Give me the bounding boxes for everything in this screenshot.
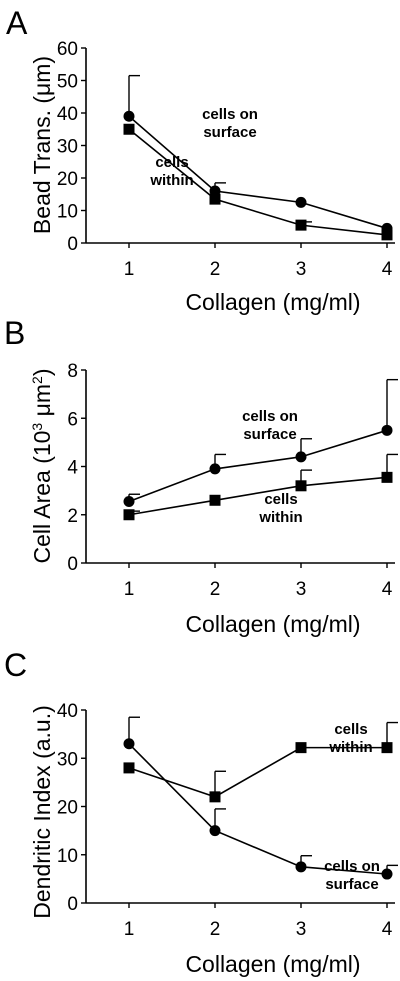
- panel-b-surface-annotation-line: cells on: [242, 408, 298, 425]
- panel-c-within-annotation-line: within: [328, 739, 372, 756]
- panel-a-y-tick-label: 50: [57, 72, 78, 93]
- panel-c-y-tick-label: 20: [57, 798, 78, 819]
- panel-a-within-point: [295, 219, 307, 231]
- panel-a-y-tick-label: 40: [57, 104, 78, 125]
- panel-b-surface-line: [128, 429, 388, 503]
- panel-b: B 0 2 4 6 8 1 2 3 4 cells on surface cells within C…: [4, 315, 398, 637]
- panel-c-surface-point: [209, 825, 221, 837]
- panel-b-surface-point: [123, 495, 135, 507]
- panel-b-x-tick-label: 2: [210, 579, 221, 600]
- panel-c-y-tick-label: 10: [57, 846, 78, 867]
- panel-c-x-tick-label: 4: [382, 919, 393, 940]
- panel-c-x-axis-title: Collagen (mg/ml): [185, 951, 360, 977]
- panel-label-b: B: [4, 315, 25, 351]
- panel-b-surface-point: [295, 451, 307, 463]
- panel-b-y-title-unit-sup: 2: [29, 376, 45, 384]
- panel-b-surface-point: [209, 463, 221, 475]
- panel-a-surface-point: [123, 110, 135, 122]
- panel-c-within-point: [123, 762, 135, 774]
- panel-a-x-tick-label: 3: [296, 259, 307, 280]
- panel-b-within-point: [123, 509, 135, 521]
- panel-c-x-tick-label: 1: [124, 919, 135, 940]
- panel-c-y-axis-title: Dendritic Index (a.u.): [29, 705, 55, 918]
- panel-a-within-point: [209, 193, 221, 205]
- panel-c-within-annotation: cells within: [328, 721, 372, 756]
- panel-b-x-axis-title: Collagen (mg/ml): [185, 611, 360, 637]
- panel-c-x-tick-label: 2: [210, 919, 221, 940]
- panel-a-within-point: [381, 229, 393, 241]
- panel-b-y-title-sup: 3: [29, 423, 45, 431]
- panel-b-within-line: [128, 476, 388, 516]
- panel-b-within-annotation: cells within: [258, 491, 302, 526]
- panel-a-x-tick-label: 4: [382, 259, 393, 280]
- panel-label-a: A: [6, 5, 28, 41]
- panel-c-x-tick-label: 3: [296, 919, 307, 940]
- panel-b-within-annotation-line: within: [258, 509, 302, 526]
- panel-a-within-annotation: cells within: [149, 154, 193, 189]
- panel-b-x-tick-label: 3: [296, 579, 307, 600]
- panel-c-surface-point: [381, 868, 393, 880]
- panel-c-within-point: [381, 742, 393, 754]
- panel-a-y-tick-label: 10: [57, 202, 78, 223]
- panel-a-within-point: [123, 123, 135, 135]
- panel-b-surface-annotation: cells on surface: [242, 408, 298, 443]
- panel-a-surface-line: [128, 115, 388, 230]
- panel-a-within-annotation-line: within: [149, 172, 193, 189]
- panel-c-surface-line: [128, 743, 388, 875]
- panel-c-surface-point: [295, 861, 307, 873]
- panel-a-y-tick-label: 60: [57, 39, 78, 60]
- panel-a-surface-annotation: cells on surface: [202, 106, 258, 141]
- panel-c-y-tick-label: 0: [67, 894, 78, 915]
- panel-b-y-tick-label: 2: [67, 506, 78, 527]
- panel-a-surface-annotation-line: cells on: [202, 106, 258, 123]
- panel-b-y-tick-label: 8: [67, 361, 78, 382]
- panel-a-x-tick-label: 2: [210, 259, 221, 280]
- panel-c-surface-annotation-line: surface: [325, 876, 378, 893]
- panel-a-y-tick-label: 20: [57, 169, 78, 190]
- panel-b-y-tick-label: 0: [67, 554, 78, 575]
- panel-b-x-tick-label: 4: [382, 579, 393, 600]
- panel-a-within-annotation-line: cells: [155, 154, 188, 171]
- panel-a-y-axis-title: Bead Trans. (μm): [29, 56, 55, 234]
- panel-c: C 0 10 20 30 40 1 2 3 4 cells on surface cells with…: [4, 647, 398, 977]
- panel-b-within-annotation-line: cells: [264, 491, 297, 508]
- panel-b-within-point: [295, 480, 307, 492]
- panel-b-y-axis-title: Cell Area (103 μm2): [29, 368, 55, 563]
- panel-b-y-title-main: Cell Area (10: [29, 431, 55, 564]
- panel-c-within-point: [295, 742, 307, 754]
- panel-c-surface-annotation-line: cells on: [324, 858, 380, 875]
- panel-c-surface-point: [123, 738, 135, 750]
- panel-b-within-point: [381, 471, 393, 483]
- panel-c-within-line: [128, 746, 387, 798]
- panel-a-y-tick-label: 30: [57, 137, 78, 158]
- panel-b-surface-point: [381, 424, 393, 436]
- panel-c-y-tick-label: 40: [57, 701, 78, 722]
- panel-a-y-tick-label: 0: [67, 234, 78, 255]
- panel-c-within-annotation-line: cells: [334, 721, 367, 738]
- panel-b-surface-annotation-line: surface: [243, 426, 296, 443]
- panel-b-y-tick-label: 6: [67, 409, 78, 430]
- panel-a-within-line: [128, 128, 388, 236]
- panel-b-within-point: [209, 494, 221, 506]
- panel-a-x-axis-title: Collagen (mg/ml): [185, 289, 360, 315]
- panel-c-surface-annotation: cells on surface: [324, 858, 380, 893]
- panel-a-surface-annotation-line: surface: [203, 124, 256, 141]
- panel-c-within-point: [209, 791, 221, 803]
- panel-b-y-title-close: ): [29, 368, 55, 376]
- panel-label-c: C: [4, 647, 27, 683]
- panel-b-y-title-unit: μm: [29, 384, 55, 423]
- panel-c-y-tick-label: 30: [57, 749, 78, 770]
- panel-b-y-tick-label: 4: [67, 458, 78, 479]
- panel-b-x-tick-label: 1: [124, 579, 135, 600]
- panel-a-surface-point: [295, 196, 307, 208]
- panel-a-x-tick-label: 1: [124, 259, 135, 280]
